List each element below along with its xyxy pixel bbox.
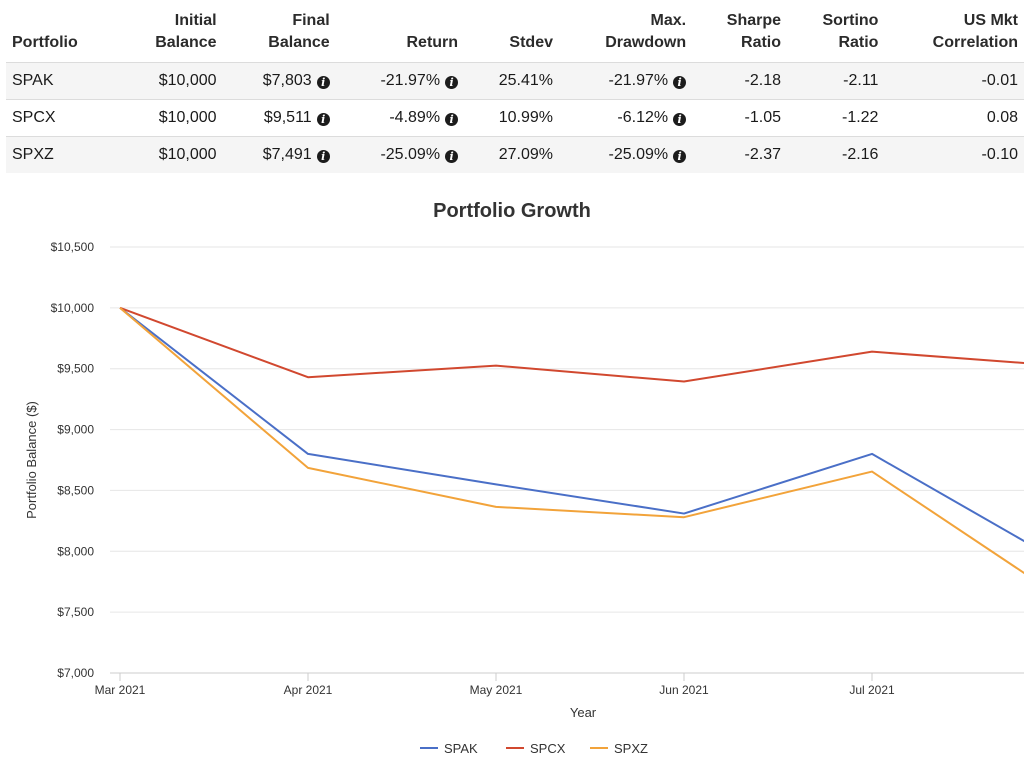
series-line-spak[interactable] — [119, 307, 1024, 562]
header-final-balance: Final Balance — [268, 11, 330, 51]
cell-portfolio: SPXZ — [12, 145, 54, 163]
cell-sortino: -2.16 — [841, 145, 879, 163]
info-icon[interactable]: i — [316, 112, 330, 126]
y-tick-label: $9,000 — [57, 423, 94, 437]
header-initial-balance: Initial Balance — [155, 11, 217, 51]
y-axis-label: Portfolio Balance ($) — [24, 401, 39, 519]
header-sortino-ratio: Sortino Ratio — [822, 11, 879, 51]
cell-sharpe: -2.37 — [744, 145, 782, 163]
cell-max-drawdown: -21.97% i — [559, 62, 692, 99]
series-line-spxz[interactable] — [119, 307, 1024, 597]
table-row: SPCX $10,000 $9,511 i -4.89% i 10.99% -6.1… — [6, 99, 1024, 136]
x-axis: Mar 2021 Apr 2021 May 2021 Jun 2021 Jul 2021… — [95, 673, 895, 697]
series-line-spcx[interactable] — [119, 306, 1024, 383]
info-icon[interactable]: i — [316, 75, 330, 89]
grid-layer — [110, 246, 1024, 674]
y-tick-label: $9,500 — [57, 362, 94, 376]
header-portfolio: Portfolio — [12, 33, 78, 51]
table-header-row: Portfolio Initial Balance Final Balance Re… — [6, 0, 1024, 62]
info-icon[interactable]: i — [673, 75, 687, 89]
y-tick-label: $8,500 — [57, 483, 94, 497]
x-tick-label: Jun 2021 — [659, 683, 709, 697]
cell-portfolio: SPAK — [12, 71, 54, 89]
x-axis-label: Year — [570, 705, 597, 720]
header-us-mkt-correlation: US Mkt Correlation — [932, 11, 1018, 51]
x-tick-label: Jul 2021 — [849, 683, 895, 697]
legend-item-spxz[interactable]: SPXZ — [590, 741, 648, 756]
info-icon[interactable]: i — [445, 75, 459, 89]
info-icon[interactable]: i — [673, 112, 687, 126]
cell-sortino: -1.22 — [841, 108, 879, 126]
portfolio-stats-table: Portfolio Initial Balance Final Balance Re… — [6, 0, 1024, 173]
cell-final-balance: $7,491 i — [223, 136, 336, 173]
y-tick-label: $10,000 — [51, 301, 95, 315]
info-icon[interactable]: i — [445, 112, 459, 126]
legend-label: SPXZ — [614, 741, 648, 756]
cell-sharpe: -1.05 — [744, 108, 782, 126]
info-icon[interactable]: i — [445, 149, 459, 163]
x-tick-label: May 2021 — [470, 683, 523, 697]
legend-item-spak[interactable]: SPAK — [420, 741, 478, 756]
cell-portfolio: SPCX — [12, 108, 56, 126]
cell-initial-balance: $10,000 — [158, 71, 217, 89]
cell-correlation: -0.01 — [981, 71, 1018, 89]
x-tick-label: Apr 2021 — [284, 683, 333, 697]
cell-sharpe: -2.18 — [744, 71, 782, 89]
cell-initial-balance: $10,000 — [158, 145, 217, 163]
info-icon[interactable]: i — [316, 149, 330, 163]
cell-max-drawdown: -25.09% i — [559, 136, 692, 173]
legend-item-spcx[interactable]: SPCX — [506, 741, 566, 756]
cell-correlation: -0.10 — [981, 145, 1018, 163]
cell-max-drawdown: -6.12% i — [559, 99, 692, 136]
legend: SPAK SPCX SPXZ — [420, 741, 648, 756]
x-tick-label: Mar 2021 — [95, 683, 146, 697]
table-row: SPXZ $10,000 $7,491 i -25.09% i 27.09% -25… — [6, 136, 1024, 173]
info-icon[interactable]: i — [673, 149, 687, 163]
portfolio-growth-chart: $7,000 $7,500 $8,000 $8,500 $9,000 $9,500 $10,… — [24, 240, 1024, 756]
cell-return: -25.09% i — [336, 136, 464, 173]
y-tick-label: $7,500 — [57, 605, 94, 619]
cell-correlation: 0.08 — [986, 108, 1018, 126]
header-sharpe-ratio: Sharpe Ratio — [726, 11, 782, 51]
y-tick-label: $8,000 — [57, 544, 94, 558]
cell-stdev: 10.99% — [498, 108, 553, 126]
cell-initial-balance: $10,000 — [158, 108, 217, 126]
legend-label: SPCX — [530, 741, 566, 756]
cell-return: -21.97% i — [336, 62, 464, 99]
cell-final-balance: $9,511 i — [223, 99, 336, 136]
cell-stdev: 27.09% — [498, 145, 553, 163]
series-layer — [119, 306, 1024, 597]
chart-title: Portfolio Growth — [433, 200, 591, 222]
table-row: SPAK $10,000 $7,803 i -21.97% i 25.41% -21… — [6, 62, 1024, 99]
cell-return: -4.89% i — [336, 99, 464, 136]
y-tick-label: $10,500 — [51, 240, 95, 254]
cell-final-balance: $7,803 i — [223, 62, 336, 99]
legend-label: SPAK — [444, 741, 478, 756]
y-tick-label: $7,000 — [57, 666, 94, 680]
header-return: Return — [406, 33, 459, 51]
y-axis: $7,000 $7,500 $8,000 $8,500 $9,000 $9,500 $10,… — [51, 240, 95, 680]
header-max-drawdown: Max. Drawdown — [605, 11, 687, 51]
cell-stdev: 25.41% — [498, 71, 553, 89]
cell-sortino: -2.11 — [843, 71, 879, 89]
header-stdev: Stdev — [509, 33, 553, 51]
